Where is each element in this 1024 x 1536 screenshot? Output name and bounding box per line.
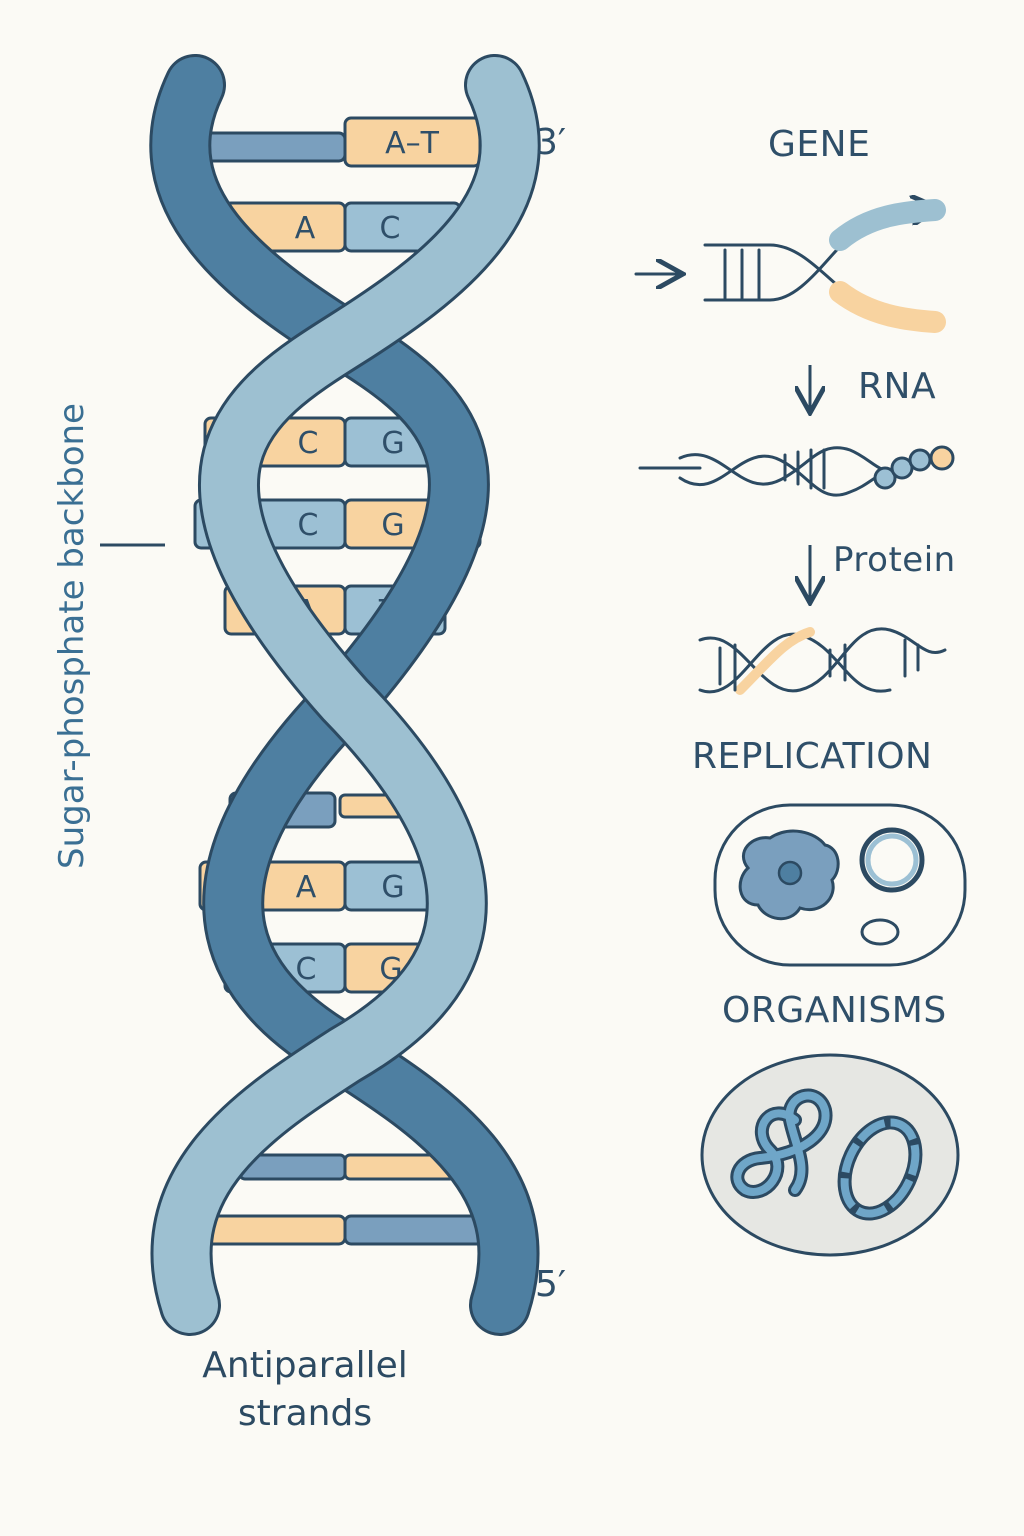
rna-label: RNA (858, 366, 937, 407)
base-pair (238, 1153, 457, 1181)
base-label-left: A (295, 211, 316, 246)
base-label-left: C (298, 508, 319, 543)
antiparallel-caption: Antiparallel strands (190, 1342, 420, 1438)
base-label-right: G (381, 426, 404, 461)
base-label-right: C (380, 211, 401, 246)
replication-cell-icon (713, 803, 967, 967)
protein-icon (698, 627, 947, 695)
gene-label: GENE (768, 124, 871, 165)
base-label-left: C (298, 426, 319, 461)
base-pair (198, 1214, 487, 1246)
organisms-label: ORGANISMS (722, 990, 947, 1031)
base-label-left: C (296, 952, 317, 987)
backbone-label: Sugar-phosphate backbone (52, 403, 92, 869)
replication-label: REPLICATION (692, 736, 933, 777)
gene-icon (634, 208, 946, 333)
antiparallel-caption-line2: strands (237, 1393, 373, 1434)
base-label-right: A–T (385, 126, 440, 161)
base-label-right: G (381, 870, 404, 905)
organisms-cell-icon (700, 1053, 960, 1257)
three-prime-label: 3′ (535, 122, 567, 163)
rna-icon (638, 445, 955, 497)
base-label-left: A (296, 870, 317, 905)
protein-label: Protein (833, 540, 956, 580)
base-pair: A–T (203, 116, 482, 168)
antiparallel-caption-line1: Antiparallel (202, 1345, 408, 1386)
five-prime-label: 5′ (535, 1264, 567, 1305)
base-label-right: G (381, 508, 404, 543)
